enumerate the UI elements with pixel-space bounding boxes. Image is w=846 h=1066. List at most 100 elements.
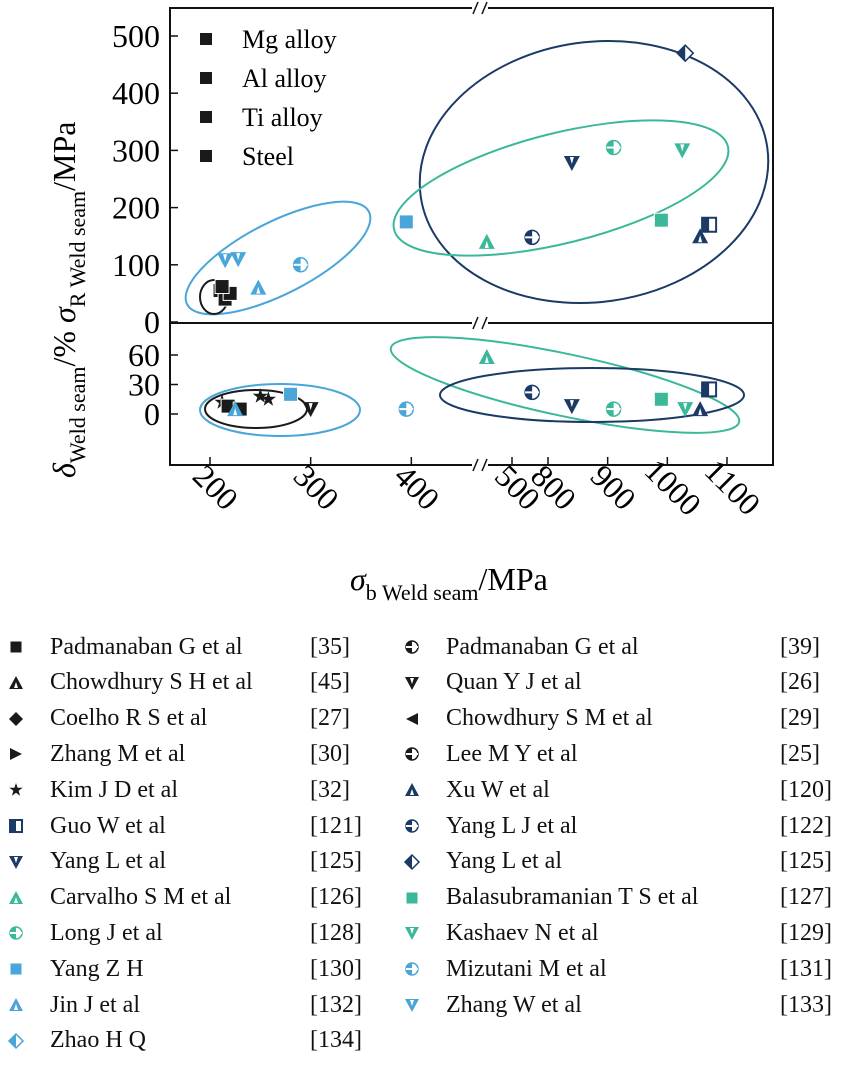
legend-ref: [29] bbox=[780, 705, 820, 732]
y-tick-label: 0 bbox=[144, 396, 160, 432]
legend-author: Chowdhury S M et al bbox=[446, 705, 653, 732]
data-point-top bbox=[524, 229, 540, 246]
legend-marker bbox=[9, 819, 23, 833]
square-half-marker-icon bbox=[0, 814, 32, 838]
legend-entry: Chowdhury S M et al [29] bbox=[396, 702, 840, 736]
cluster-ellipses bbox=[184, 39, 770, 437]
legend-marker bbox=[405, 962, 419, 976]
legend-marker bbox=[403, 853, 421, 870]
square-marker-icon bbox=[0, 957, 32, 981]
steel-cluster-top bbox=[184, 200, 372, 316]
legend-author: Carvalho S M et al bbox=[50, 884, 232, 911]
x-tick-label: 1100 bbox=[698, 452, 768, 522]
legend-marker bbox=[406, 712, 418, 725]
data-point-bottom bbox=[563, 399, 580, 415]
data-point-bottom bbox=[398, 401, 415, 417]
legend-ref: [125] bbox=[310, 848, 362, 875]
legend-marker bbox=[405, 927, 419, 941]
legend-marker bbox=[200, 150, 212, 162]
legend-ref: [45] bbox=[310, 669, 350, 696]
legend-entry: Coelho R S et al [27] bbox=[0, 702, 370, 736]
triangle-up-marker-icon bbox=[0, 993, 32, 1017]
y-tick-label: 0 bbox=[144, 304, 160, 340]
legend-author: Yang Z H bbox=[50, 955, 144, 982]
legend-entry: Xu W et al [120] bbox=[396, 773, 840, 807]
legend-author: Jin J et al bbox=[50, 991, 140, 1018]
legend-marker bbox=[9, 675, 23, 689]
legend-ref: [30] bbox=[310, 740, 350, 767]
data-point-bottom bbox=[677, 402, 694, 418]
legend-marker bbox=[405, 891, 419, 905]
square-marker-icon bbox=[0, 635, 32, 659]
axis-break-mark bbox=[472, 316, 488, 330]
al-cluster-top bbox=[418, 39, 770, 305]
axis-break-mark bbox=[472, 458, 488, 472]
triangle-down-marker-icon bbox=[0, 850, 32, 874]
data-point-bottom bbox=[692, 401, 709, 417]
triangle-up-marker-icon bbox=[0, 671, 32, 695]
legend-entry: Zhang W et al [133] bbox=[396, 988, 840, 1022]
legend-entry: Kashaev N et al [129] bbox=[396, 916, 840, 950]
legend-entry: Lee M Y et al [25] bbox=[396, 737, 840, 771]
plot-frame bbox=[169, 1, 774, 472]
data-point-top bbox=[676, 44, 695, 63]
legend-ref: [134] bbox=[310, 1027, 362, 1054]
legend-marker bbox=[405, 676, 419, 690]
star-marker-icon bbox=[0, 778, 32, 802]
legend-author: Padmanaban G et al bbox=[50, 633, 243, 660]
data-point-top bbox=[701, 216, 718, 233]
legend-marker bbox=[9, 926, 23, 941]
data-point-bottom bbox=[653, 391, 669, 407]
legend-author: Chowdhury S H et al bbox=[50, 669, 253, 696]
legend-ref: [35] bbox=[310, 633, 350, 660]
diamond-half-marker-icon bbox=[0, 1029, 32, 1053]
data-point-top bbox=[692, 228, 709, 244]
legend-author: Guo W et al bbox=[50, 812, 166, 839]
legend-author: Kim J D et al bbox=[50, 776, 178, 803]
legend-entry: Yang L J et al [122] bbox=[396, 809, 840, 843]
data-point-top bbox=[398, 214, 414, 230]
legend-marker bbox=[200, 111, 212, 123]
y-tick-label: 400 bbox=[112, 75, 160, 111]
legend-ref: [32] bbox=[310, 776, 350, 803]
y-tick-label: 30 bbox=[128, 367, 160, 403]
legend-ref: [131] bbox=[780, 955, 832, 982]
x-tick-label: 900 bbox=[584, 458, 643, 517]
triangle-down-marker-icon bbox=[396, 921, 428, 945]
legend-marker bbox=[7, 1032, 25, 1049]
legend-marker bbox=[9, 640, 23, 654]
legend-author: Long J et al bbox=[50, 919, 163, 946]
legend-marker bbox=[405, 999, 419, 1012]
y-axis-title: δWeld seam/% σR Weld seam/MPa bbox=[46, 122, 90, 479]
legend-ref: [122] bbox=[780, 812, 832, 839]
data-point-bottom bbox=[302, 402, 319, 418]
triangle-down-marker-icon bbox=[396, 993, 428, 1017]
legend-label-ti-alloy: Ti alloy bbox=[242, 103, 323, 132]
legend-entry: Balasubramanian T S et al [127] bbox=[396, 881, 840, 915]
data-points bbox=[212, 44, 718, 418]
x-axis-title: σb Weld seam/MPa bbox=[350, 561, 548, 605]
legend-marker bbox=[405, 747, 419, 762]
axis-break-mark bbox=[472, 1, 488, 15]
legend-author: Padmanaban G et al bbox=[446, 633, 639, 660]
data-point-top bbox=[292, 257, 309, 273]
circle-half-marker-icon bbox=[396, 957, 428, 981]
y-tick-label: 60 bbox=[128, 337, 160, 373]
legend-author: Kashaev N et al bbox=[446, 919, 599, 946]
y-tick-label: 200 bbox=[112, 190, 160, 226]
circle-half-marker-icon bbox=[396, 742, 428, 766]
legend-entry: Quan Y J et al [26] bbox=[396, 666, 840, 700]
legend-marker bbox=[9, 890, 23, 904]
data-point-top bbox=[653, 212, 669, 228]
diamond-half-marker-icon bbox=[396, 850, 428, 874]
legend-entry: Kim J D et al [32] bbox=[0, 773, 370, 807]
legend-author: Zhang W et al bbox=[446, 991, 582, 1018]
legend-ref: [133] bbox=[780, 991, 832, 1018]
legend-entry: Carvalho S M et al [126] bbox=[0, 881, 370, 915]
reference-legend: Padmanaban G et al [35] Chowdhury S H et a… bbox=[0, 630, 846, 1060]
data-point-top bbox=[250, 279, 267, 295]
legend-marker bbox=[9, 962, 23, 976]
plot-border bbox=[169, 7, 774, 466]
legend-ref: [25] bbox=[780, 740, 820, 767]
